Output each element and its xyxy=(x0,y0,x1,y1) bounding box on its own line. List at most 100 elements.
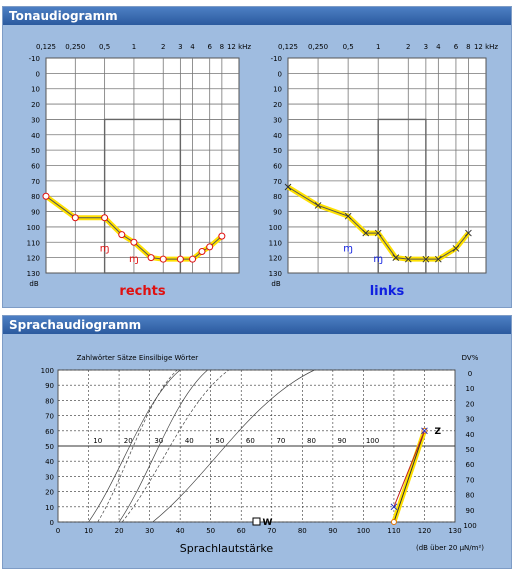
w-result-label: W xyxy=(263,518,273,528)
speech-unit-note: (dB über 20 μN/m²) xyxy=(416,544,484,552)
db-tick-label: 10 xyxy=(31,86,40,94)
speech-inner-tick: 50 xyxy=(215,437,224,445)
freq-tick-label: 0,125 xyxy=(278,43,298,51)
db-tick-label: 90 xyxy=(273,209,282,217)
db-tick-label: 70 xyxy=(31,178,40,186)
air-conduction-point xyxy=(198,248,206,255)
freq-tick-label: 6 xyxy=(207,43,212,51)
speech-right-label: DV% xyxy=(462,354,479,362)
air-conduction-point xyxy=(422,255,430,263)
db-tick-label: 100 xyxy=(269,224,282,232)
speech-curve-legend: Zahlwörter Sätze Einsilbige Wörter xyxy=(77,354,199,362)
speech-right-tick: 30 xyxy=(466,416,475,424)
bone-conduction-marker: ɱ xyxy=(373,254,383,265)
db-unit-label: dB xyxy=(29,280,38,288)
speech-right-tick: 100 xyxy=(463,522,476,530)
freq-tick-label: 0,250 xyxy=(65,43,85,51)
speech-x-tick: 100 xyxy=(357,527,370,535)
db-tick-label: 20 xyxy=(31,101,40,109)
speech-left-tick: 60 xyxy=(45,428,54,436)
speech-right-tick: 60 xyxy=(466,461,475,469)
tone-audiogram-title: Tonaudiogramm xyxy=(3,7,511,25)
air-conduction-point xyxy=(71,214,79,222)
db-tick-label: 100 xyxy=(27,224,40,232)
db-tick-label: 0 xyxy=(278,70,282,78)
speech-right-tick: 50 xyxy=(466,446,475,454)
air-conduction-point xyxy=(374,229,382,237)
air-conduction-point xyxy=(159,255,167,263)
speech-x-tick: 50 xyxy=(206,527,215,535)
db-tick-label: 60 xyxy=(31,163,40,171)
db-tick-label: 130 xyxy=(269,270,282,278)
speech-audiogram-title: Sprachaudiogramm xyxy=(3,316,511,334)
freq-tick-label: 4 xyxy=(436,43,441,51)
speech-x-tick: 70 xyxy=(267,527,276,535)
speech-right-tick: 80 xyxy=(466,492,475,500)
freq-tick-label: 8 xyxy=(220,43,224,51)
audiogram-right[interactable]: -10 0 10 20 30 40 50 60 70 80 90 100 110 120 130 0,125 0… xyxy=(27,43,252,299)
speech-inner-tick: 30 xyxy=(154,437,163,445)
speech-x-tick: 110 xyxy=(387,527,400,535)
speech-x-tick: 20 xyxy=(115,527,124,535)
db-tick-label: 70 xyxy=(273,178,282,186)
air-conduction-point xyxy=(147,254,155,262)
air-conduction-point xyxy=(452,245,460,252)
speech-right-tick: 70 xyxy=(466,476,475,484)
speech-x-tick: 130 xyxy=(448,527,461,535)
speech-inner-tick: 100 xyxy=(366,437,379,445)
audiogram-left[interactable]: -10 0 10 20 30 40 50 60 70 80 90 100 110 120 130 0,125 0… xyxy=(269,43,499,299)
air-conduction-point xyxy=(392,254,400,261)
db-tick-label: 130 xyxy=(27,270,40,278)
speech-x-tick: 30 xyxy=(145,527,154,535)
db-tick-label: 0 xyxy=(36,70,40,78)
z-result-label: Z xyxy=(434,427,441,437)
speech-inner-tick: 60 xyxy=(246,437,255,445)
speech-x-tick: 0 xyxy=(56,527,60,535)
speech-range-box xyxy=(103,118,182,274)
air-conduction-point xyxy=(404,255,412,263)
air-conduction-point xyxy=(118,231,126,239)
ear-label: links xyxy=(370,284,405,299)
reference-curve xyxy=(121,369,230,523)
db-tick-label: -10 xyxy=(271,55,282,63)
speech-left-tick: 40 xyxy=(45,458,54,466)
freq-tick-label: 0,5 xyxy=(343,43,354,51)
freq-tick-label: 0,5 xyxy=(99,43,110,51)
freq-tick-label: 2 xyxy=(406,43,410,51)
db-unit-label: dB xyxy=(271,280,280,288)
speech-inner-tick: 10 xyxy=(93,437,102,445)
bone-conduction-marker: ɱ xyxy=(129,254,139,265)
speech-left-tick: 80 xyxy=(45,397,54,405)
air-conduction-point xyxy=(314,202,322,209)
speech-right-tick: 20 xyxy=(466,400,475,408)
reference-curve xyxy=(97,369,178,523)
speech-left-tick: 50 xyxy=(45,443,54,451)
db-tick-label: 60 xyxy=(273,163,282,171)
air-conduction-point xyxy=(344,212,352,220)
speech-inner-tick: 90 xyxy=(338,437,347,445)
speech-inner-tick: 70 xyxy=(276,437,285,445)
freq-tick-label: 8 xyxy=(466,43,470,51)
db-tick-label: 80 xyxy=(273,193,282,201)
speech-left-tick: 0 xyxy=(50,519,54,527)
speech-left-tick: 70 xyxy=(45,413,54,421)
db-tick-label: 40 xyxy=(31,132,40,140)
freq-tick-label: 3 xyxy=(178,43,182,51)
freq-tick-label: 2 xyxy=(161,43,165,51)
speech-left-tick: 20 xyxy=(45,489,54,497)
reference-curve xyxy=(88,369,181,523)
air-conduction-point xyxy=(465,229,472,237)
speech-inner-tick: 40 xyxy=(185,437,194,445)
db-tick-label: 40 xyxy=(273,132,282,140)
air-conduction-point xyxy=(284,183,292,191)
air-conduction-point xyxy=(101,214,109,222)
air-conduction-point xyxy=(218,232,226,240)
speech-x-label: Sprachlautstärke xyxy=(180,542,274,555)
air-conduction-point xyxy=(362,229,370,237)
speech-left-tick: 100 xyxy=(41,367,54,375)
db-tick-label: 50 xyxy=(273,147,282,155)
freq-tick-label: 4 xyxy=(190,43,195,51)
x-result-point xyxy=(421,427,428,435)
